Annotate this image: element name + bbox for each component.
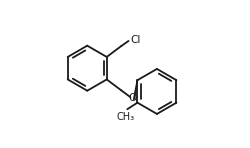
Text: O: O <box>128 93 136 103</box>
Text: CH₃: CH₃ <box>116 112 134 122</box>
Text: Cl: Cl <box>131 34 141 45</box>
